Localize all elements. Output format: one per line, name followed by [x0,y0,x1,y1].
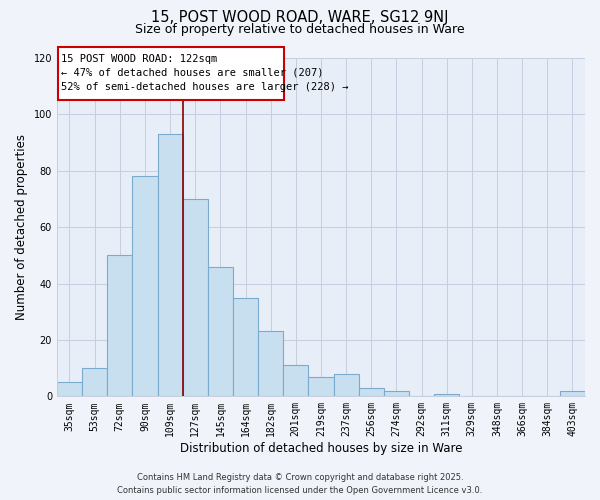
Bar [560,390,585,396]
Bar [182,199,208,396]
Text: ← 47% of detached houses are smaller (207): ← 47% of detached houses are smaller (20… [61,68,323,78]
Bar [384,390,409,396]
Bar [434,394,459,396]
Bar [133,176,158,396]
X-axis label: Distribution of detached houses by size in Ware: Distribution of detached houses by size … [180,442,462,455]
Text: Size of property relative to detached houses in Ware: Size of property relative to detached ho… [135,22,465,36]
Bar [233,298,258,396]
FancyBboxPatch shape [58,46,284,100]
Bar [359,388,384,396]
Bar [82,368,107,396]
Bar [308,376,334,396]
Bar [283,366,308,396]
Text: 15 POST WOOD ROAD: 122sqm: 15 POST WOOD ROAD: 122sqm [61,54,217,64]
Bar [334,374,359,396]
Text: 15, POST WOOD ROAD, WARE, SG12 9NJ: 15, POST WOOD ROAD, WARE, SG12 9NJ [151,10,449,25]
Bar [57,382,82,396]
Bar [258,332,283,396]
Bar [208,266,233,396]
Y-axis label: Number of detached properties: Number of detached properties [15,134,28,320]
Text: Contains HM Land Registry data © Crown copyright and database right 2025.
Contai: Contains HM Land Registry data © Crown c… [118,474,482,495]
Bar [107,256,133,396]
Bar [158,134,182,396]
Text: 52% of semi-detached houses are larger (228) →: 52% of semi-detached houses are larger (… [61,82,348,92]
